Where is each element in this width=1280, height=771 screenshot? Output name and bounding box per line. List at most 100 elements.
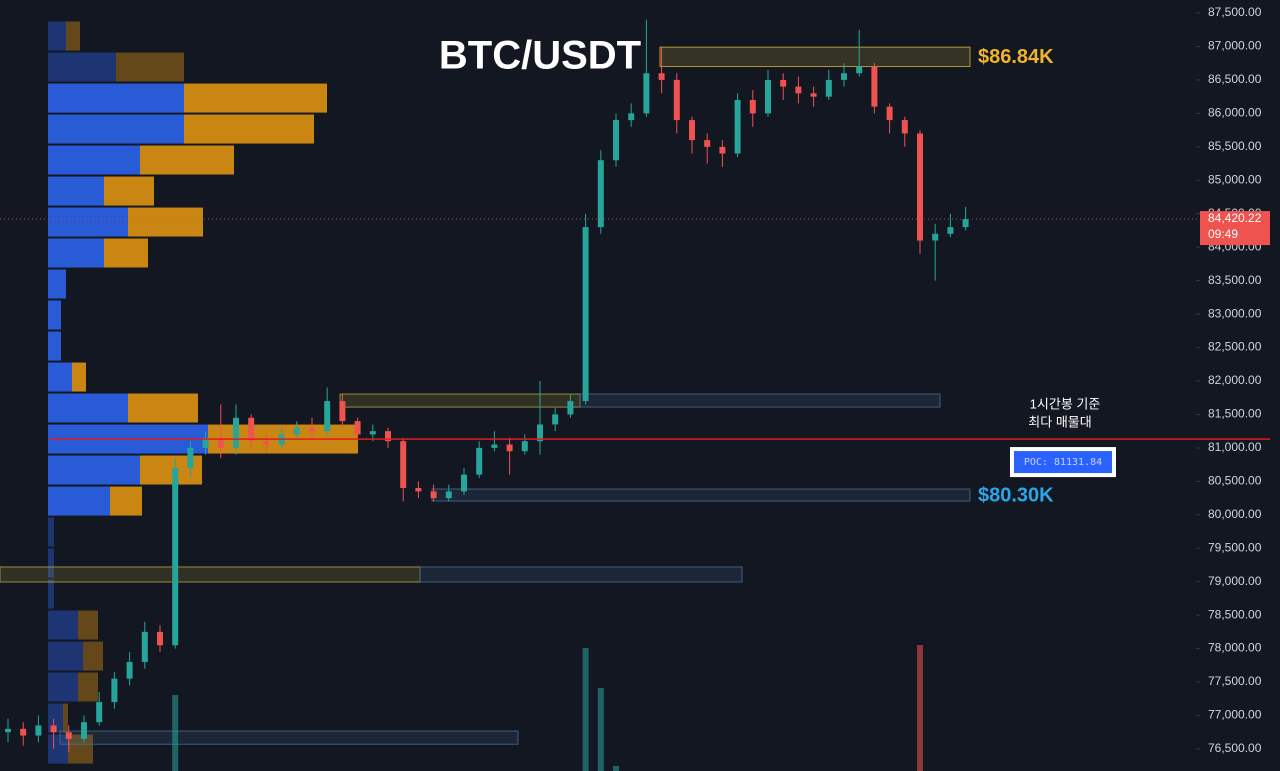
candle-body [962, 219, 969, 228]
candle-body [217, 437, 224, 448]
candle-body [81, 722, 87, 739]
profile-buy [48, 455, 140, 485]
candle-body [461, 474, 467, 492]
candle-body [795, 86, 802, 94]
candle-body [613, 120, 619, 161]
volume-bar [597, 688, 604, 771]
annotation: 1시간봉 기준 [1030, 397, 1101, 412]
profile-buy [48, 52, 116, 82]
y-tick-label: 76,500.00 [1208, 741, 1262, 755]
candle-body [157, 631, 163, 646]
zone-label: $86.84K [978, 46, 1054, 68]
profile-buy [48, 238, 104, 268]
profile-sell [104, 238, 148, 268]
candle-body [719, 146, 726, 154]
zone [431, 488, 971, 502]
profile-buy [48, 362, 72, 392]
candle-body [445, 491, 452, 499]
zone [0, 566, 421, 583]
candle-body [248, 417, 255, 442]
profile-buy [48, 145, 140, 175]
y-tick-label: 80,500.00 [1208, 474, 1262, 488]
candle-body [765, 79, 771, 114]
zone [419, 566, 743, 583]
price-axis: 87,500.00 87,000.00 86,500.00 86,000.00 85,5… [1196, 5, 1262, 755]
candle-body [628, 113, 635, 121]
candle-body [689, 120, 695, 141]
y-tick-label: 86,000.00 [1208, 106, 1262, 120]
candle-body [597, 160, 604, 228]
candle-body [886, 106, 893, 121]
profile-sell [140, 145, 234, 175]
volume-profile [48, 21, 358, 764]
profile-sell [116, 52, 184, 82]
candle-body [111, 678, 118, 703]
profile-buy [48, 548, 54, 578]
profile-buy [48, 176, 104, 206]
profile-sell [66, 21, 80, 51]
candle-body [734, 100, 741, 154]
candle-body [552, 414, 559, 425]
profile-buy [48, 331, 61, 361]
volume-bars [172, 645, 923, 771]
profile-sell [78, 672, 98, 702]
y-tick-label: 78,000.00 [1208, 641, 1262, 655]
profile-buy [48, 703, 63, 733]
candle-body [810, 93, 817, 97]
profile-buy [48, 641, 83, 671]
chart-title: BTC/USDT [439, 34, 641, 78]
profile-buy [48, 83, 184, 113]
candle-body [917, 133, 923, 241]
candle-body [339, 401, 346, 422]
y-tick-label: 87,000.00 [1208, 39, 1262, 53]
candle-body [309, 427, 315, 432]
profile-sell [128, 207, 203, 237]
profile-buy [48, 269, 66, 299]
profile-buy [48, 21, 66, 51]
candle-body [369, 431, 376, 435]
candle-body [825, 79, 832, 97]
profile-buy [48, 393, 128, 423]
candle-body [141, 631, 148, 662]
candle-body [673, 79, 680, 121]
profile-sell [68, 734, 93, 764]
volume-bar [582, 648, 589, 771]
profile-sell [184, 114, 314, 144]
y-tick-label: 77,500.00 [1208, 674, 1262, 688]
profile-buy [48, 486, 110, 516]
candle-body [476, 447, 483, 475]
profile-buy [48, 579, 54, 609]
candle-body [582, 227, 589, 402]
profile-sell [83, 641, 103, 671]
profile-buy [48, 672, 78, 702]
profile-buy [48, 610, 78, 640]
zone-label: $80.30K [978, 484, 1054, 506]
profile-sell [110, 486, 142, 516]
y-tick-label: 78,500.00 [1208, 607, 1262, 621]
candle-body [20, 728, 27, 736]
candle-body [780, 79, 787, 87]
profile-sell [78, 610, 98, 640]
y-tick-label: 83,000.00 [1208, 306, 1262, 320]
y-tick-label: 79,500.00 [1208, 540, 1262, 554]
y-tick-label: 79,000.00 [1208, 574, 1262, 588]
y-tick-label: 81,500.00 [1208, 407, 1262, 421]
candle-body [491, 444, 498, 448]
candle-body [293, 427, 300, 435]
candle-body [506, 444, 513, 452]
y-tick-label: 82,500.00 [1208, 340, 1262, 354]
candle-body [704, 140, 711, 147]
candle-body [871, 66, 878, 107]
y-tick-label: 83,500.00 [1208, 273, 1262, 287]
profile-buy [48, 517, 54, 547]
candle-body [187, 447, 194, 468]
candle-body [947, 227, 954, 234]
profile-sell [72, 362, 86, 392]
candle-body [643, 73, 650, 114]
current-price-box [1200, 211, 1270, 246]
volume-bar [613, 766, 619, 771]
candle-body [35, 725, 42, 736]
